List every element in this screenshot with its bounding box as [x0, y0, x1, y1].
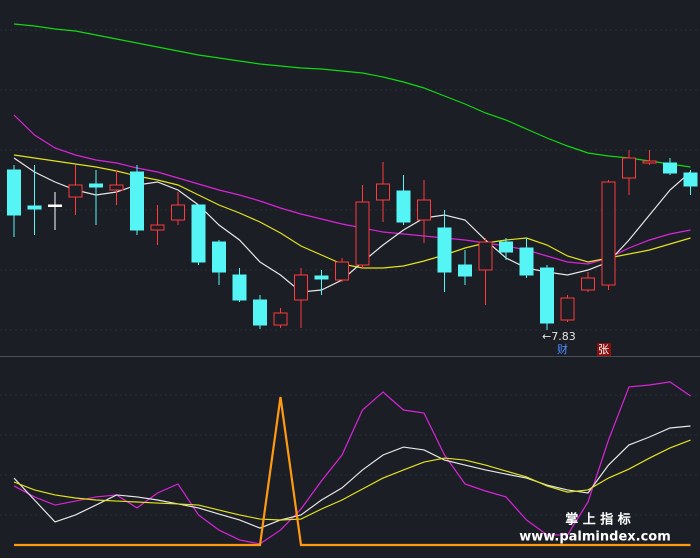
candle-body [294, 274, 308, 301]
low-annotation: ←7.83 [542, 330, 576, 343]
candle-body [622, 157, 636, 179]
indicator-line [13, 23, 691, 168]
candle-body [314, 275, 329, 280]
grid-decor [0, 29, 700, 516]
indicator-line [14, 396, 691, 547]
candle-body [540, 267, 554, 324]
candle-body [212, 241, 226, 273]
watermark-title: 掌 上 指 标 [565, 512, 631, 528]
candle-body [48, 204, 62, 207]
candle-body [663, 162, 677, 174]
candle-body [417, 199, 431, 221]
candle-body [581, 277, 595, 291]
candle-body [171, 204, 185, 221]
candle-body [601, 181, 616, 286]
watermark-url: www.palmindex.com [519, 530, 671, 545]
candle-body [560, 297, 575, 321]
candle-body [191, 204, 206, 263]
candle-body [437, 227, 452, 273]
candle-body [68, 184, 83, 198]
candle-body [232, 274, 247, 301]
candle-body [89, 183, 103, 188]
candle-body [642, 160, 657, 164]
limit-marker-bg [597, 343, 611, 356]
indicator-line [13, 154, 691, 269]
candle-body [150, 224, 165, 231]
candle-body [478, 241, 493, 271]
candle-body [253, 299, 267, 326]
candle-body [458, 264, 472, 277]
candle-body [109, 184, 124, 191]
indicator-line [13, 439, 691, 521]
candle-body [27, 205, 42, 210]
candle-body [683, 172, 698, 187]
indicator-line [13, 114, 691, 265]
candle-body [499, 241, 513, 253]
indicator-line [13, 157, 691, 293]
candle-body [335, 261, 349, 281]
candle-body [355, 201, 370, 266]
candle-body [130, 171, 144, 231]
finance-marker: 财 [557, 342, 568, 356]
candle-body [273, 312, 288, 326]
candle-body [7, 169, 21, 216]
candle-body [376, 183, 390, 201]
candle-body [519, 247, 534, 276]
limit-marker: 张 [598, 343, 609, 356]
candle-body [396, 190, 411, 223]
